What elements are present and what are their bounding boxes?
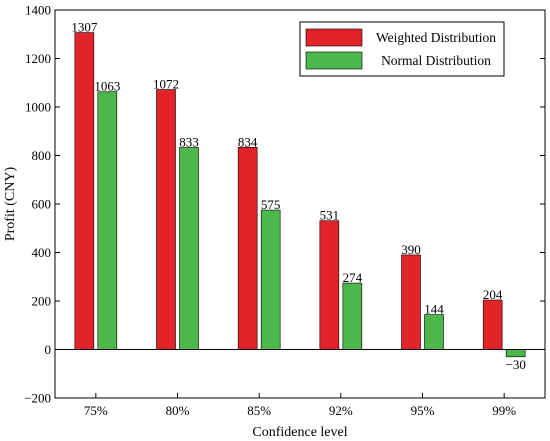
bar-value-label: 1072 bbox=[153, 77, 179, 92]
x-tick-label: 75% bbox=[84, 403, 108, 418]
bar-normal-80pct bbox=[179, 147, 199, 350]
y-tick-label: 800 bbox=[32, 148, 52, 163]
legend-label-weighted: Weighted Distribution bbox=[376, 30, 496, 45]
bars-layer bbox=[74, 32, 526, 358]
x-tick-label: 99% bbox=[492, 403, 516, 418]
x-tick-label: 85% bbox=[247, 403, 271, 418]
bar-weighted-95pct bbox=[401, 254, 421, 350]
y-axis: −200 0 200 400 600 800 1000 1200 1400 bbox=[24, 3, 545, 406]
legend-swatch-normal bbox=[305, 51, 363, 70]
legend: Weighted Distribution Normal Distributio… bbox=[299, 21, 505, 77]
y-tick-label: 0 bbox=[45, 342, 52, 357]
y-tick-label: −200 bbox=[24, 391, 51, 406]
bar-value-label: 575 bbox=[261, 197, 281, 212]
bar-value-label: −30 bbox=[505, 357, 525, 372]
y-tick-label: 1400 bbox=[25, 3, 51, 18]
bar-normal-95pct bbox=[424, 314, 444, 350]
bar-weighted-85pct bbox=[237, 146, 258, 350]
y-tick-label: 1200 bbox=[25, 51, 51, 66]
y-tick-label: 400 bbox=[32, 245, 52, 260]
bar-value-label: 274 bbox=[343, 270, 363, 285]
bar-value-labels: 1307 1063 1072 833 834 575 531 274 390 144 204 −30 bbox=[71, 20, 526, 372]
x-tick-label: 92% bbox=[329, 403, 353, 418]
x-tick-label: 80% bbox=[166, 403, 190, 418]
y-tick-label: 200 bbox=[32, 294, 52, 309]
bar-value-label: 204 bbox=[483, 287, 503, 302]
bar-normal-99pct bbox=[505, 349, 526, 358]
x-axis: 75% 80% 85% 92% 95% 99% bbox=[84, 393, 516, 418]
bar-value-label: 834 bbox=[238, 134, 258, 149]
bar-value-label: 1063 bbox=[94, 79, 120, 94]
y-axis-title: Profit (CNY) bbox=[3, 167, 18, 242]
x-axis-title: Confidence level bbox=[252, 425, 347, 440]
bar-weighted-75pct bbox=[74, 32, 95, 350]
bar-normal-92pct bbox=[342, 282, 363, 350]
bar-value-label: 144 bbox=[424, 302, 444, 317]
bar-weighted-92pct bbox=[319, 220, 340, 350]
legend-swatch-weighted bbox=[305, 28, 363, 47]
bar-value-label: 390 bbox=[401, 242, 421, 257]
bar-value-label: 1307 bbox=[71, 20, 98, 35]
bar-normal-85pct bbox=[260, 209, 281, 350]
bar-weighted-80pct bbox=[156, 89, 176, 350]
bar-normal-75pct bbox=[97, 91, 118, 350]
y-tick-label: 1000 bbox=[25, 100, 51, 115]
bar-value-label: 531 bbox=[320, 208, 340, 223]
bar-weighted-99pct bbox=[482, 299, 503, 350]
y-tick-label: 600 bbox=[32, 197, 52, 212]
legend-label-normal: Normal Distribution bbox=[381, 53, 491, 68]
bar-value-label: 833 bbox=[179, 134, 199, 149]
x-tick-label: 95% bbox=[411, 403, 435, 418]
